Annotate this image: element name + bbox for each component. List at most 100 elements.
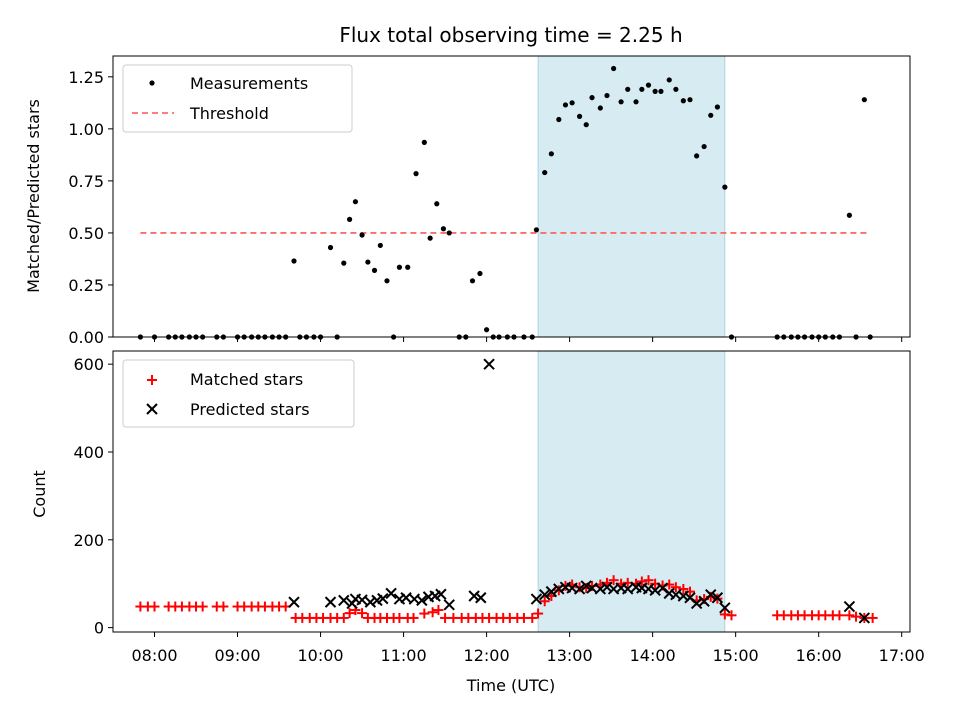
- y-tick-label: 200: [73, 531, 104, 550]
- predicted-star-marker: [356, 594, 368, 606]
- legend-predicted-marker: [146, 403, 158, 415]
- measurement-point: [533, 227, 540, 233]
- top-y-ticks: 0.00 0.25 0.50 0.75 1.00 1.25: [68, 68, 113, 347]
- x-tick-label: 09:00: [214, 646, 260, 665]
- matched-star-marker: [608, 575, 619, 586]
- measurement-point: [377, 242, 383, 249]
- x-tick-label: 16:00: [796, 646, 842, 665]
- y-tick-label: 400: [73, 443, 104, 462]
- y-tick-label: 0.00: [68, 328, 104, 347]
- measurement-points: [137, 65, 873, 340]
- predicted-star-marker: [468, 590, 480, 602]
- x-tick-label: 12:00: [464, 646, 510, 665]
- x-tick-label: 15:00: [713, 646, 759, 665]
- legend-measurements-label: Measurements: [190, 74, 308, 93]
- measurement-point: [589, 95, 595, 101]
- measurement-point: [652, 88, 658, 94]
- predicted-star-marker: [530, 593, 543, 605]
- measurement-point: [597, 105, 603, 111]
- measurement-point: [680, 98, 686, 104]
- predicted-star-marker: [573, 583, 586, 595]
- top-y-axis-label: Matched/Predicted stars: [24, 99, 43, 293]
- top-axes-frame: [112, 55, 911, 338]
- x-tick-label: 17:00: [879, 646, 925, 665]
- x-tick-label: 13:00: [547, 646, 593, 665]
- predicted-star-marker: [594, 583, 607, 595]
- predicted-star-marker: [324, 596, 337, 608]
- predicted-star-marker: [858, 612, 871, 624]
- top-legend-box: [122, 64, 353, 133]
- predicted-star-marker: [483, 358, 495, 370]
- top-legend: Measurements Threshold: [122, 64, 353, 133]
- top-x-ticks: [154, 337, 903, 342]
- predicted-stars-points: [288, 358, 871, 624]
- matched-star-marker: [867, 612, 878, 623]
- matched-star-marker: [678, 583, 689, 594]
- bottom-legend-box: [122, 359, 355, 428]
- matched-star-marker: [636, 576, 647, 587]
- measurement-point: [556, 116, 562, 123]
- measurement-point: [846, 212, 852, 218]
- x-tick-label: 14:00: [630, 646, 676, 665]
- matched-star-marker: [357, 608, 368, 619]
- bottom-y-ticks: 0 200 400 600: [73, 355, 113, 638]
- matched-star-marker: [726, 610, 737, 621]
- matched-star-marker: [670, 582, 681, 593]
- measurement-point: [701, 143, 707, 150]
- predicted-star-marker: [416, 594, 428, 607]
- measurement-point: [347, 216, 353, 222]
- matched-star-marker: [408, 612, 419, 623]
- matched-star-marker: [533, 608, 544, 619]
- measurement-point: [645, 82, 652, 88]
- measurement-point: [714, 104, 720, 110]
- predicted-star-marker: [545, 585, 558, 598]
- predicted-star-marker: [443, 599, 455, 611]
- chart-title: Flux total observing time = 2.25 h: [339, 23, 682, 47]
- matched-star-marker: [527, 612, 538, 623]
- measurement-point: [611, 65, 617, 72]
- measurement-point: [583, 122, 589, 128]
- measurement-point: [569, 100, 575, 106]
- measurement-point: [446, 230, 452, 236]
- measurement-point: [359, 232, 365, 238]
- measurement-point: [291, 258, 297, 264]
- measurement-point: [722, 184, 728, 190]
- measurement-point: [427, 235, 433, 241]
- x-tick-label: 10:00: [297, 646, 343, 665]
- matched-star-marker: [197, 601, 208, 612]
- bottom-legend: Matched stars Predicted stars: [122, 359, 355, 428]
- measurement-point: [604, 92, 610, 99]
- y-tick-label: 1.00: [68, 120, 104, 139]
- x-tick-label: 11:00: [381, 646, 427, 665]
- matched-star-marker: [643, 575, 654, 586]
- matched-stars-points: [135, 575, 878, 623]
- matched-star-marker: [834, 610, 845, 621]
- measurement-point: [562, 102, 569, 108]
- legend-threshold-label: Threshold: [189, 104, 269, 123]
- measurement-point: [477, 270, 483, 277]
- predicted-star-marker: [622, 583, 634, 595]
- measurement-point: [327, 244, 334, 251]
- x-axis-label: Time (UTC): [466, 676, 555, 695]
- measurement-point: [371, 267, 378, 273]
- predicted-star-marker: [377, 592, 389, 605]
- predicted-star-marker: [385, 587, 397, 600]
- predicted-star-marker: [338, 594, 350, 607]
- matched-star-marker: [844, 610, 855, 621]
- matched-star-marker: [149, 601, 160, 612]
- measurement-point: [440, 226, 447, 232]
- measurement-point: [666, 77, 672, 83]
- matched-star-marker: [433, 605, 444, 616]
- matched-star-marker: [218, 601, 229, 612]
- measurement-point: [396, 264, 403, 270]
- matched-star-marker: [344, 608, 355, 619]
- measurement-point: [384, 278, 390, 284]
- measurement-point: [625, 86, 631, 92]
- measurement-point: [365, 259, 371, 265]
- predicted-star-marker: [601, 581, 613, 593]
- bottom-axes-frame: [112, 350, 911, 633]
- measurement-point: [861, 97, 867, 103]
- matched-star-marker: [419, 608, 430, 619]
- top-panel: 0.00 0.25 0.50 0.75 1.00 1.25 Flux total obse…: [24, 23, 911, 347]
- legend-matched-label: Matched stars: [190, 370, 303, 389]
